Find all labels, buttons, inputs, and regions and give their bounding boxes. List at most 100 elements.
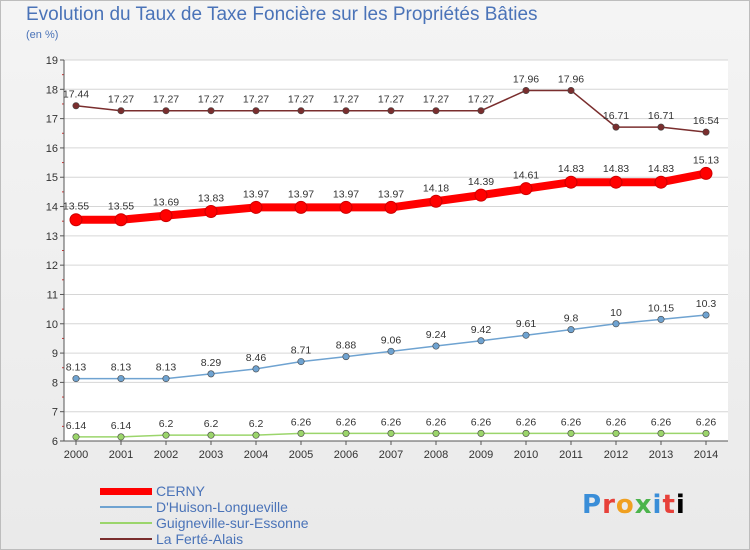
data-label: 8.13: [66, 362, 87, 374]
data-label: 14.61: [513, 170, 539, 182]
data-label: 17.27: [423, 94, 449, 106]
x-tick-label: 2003: [199, 449, 223, 461]
data-point: [657, 123, 665, 131]
x-tick-label: 2005: [289, 449, 313, 461]
data-point: [342, 353, 350, 361]
data-label: 14.18: [423, 182, 449, 194]
legend-label-guigneville: Guigneville-sur-Essonne: [156, 515, 309, 531]
y-tick-label: 11: [47, 289, 58, 301]
data-point: [162, 107, 170, 115]
logo-letter: i: [652, 490, 663, 520]
data-label: 8.46: [246, 352, 267, 364]
data-label: 8.88: [336, 340, 357, 352]
data-label: 17.27: [333, 94, 359, 106]
y-tick-label: 14: [46, 202, 58, 214]
data-point: [69, 213, 83, 227]
legend-label-huison: D'Huison-Longueville: [156, 499, 288, 515]
data-point: [522, 429, 530, 437]
data-label: 13.97: [378, 188, 404, 200]
data-label: 6.26: [561, 416, 582, 428]
data-label: 9.06: [381, 334, 402, 346]
data-point: [432, 342, 440, 350]
y-tick-label: 16: [46, 143, 58, 155]
data-point: [567, 326, 575, 334]
data-label: 8.29: [201, 357, 222, 369]
data-point: [564, 175, 578, 189]
data-label: 17.27: [153, 94, 179, 106]
data-label: 17.27: [243, 94, 269, 106]
data-label: 6.2: [204, 418, 219, 430]
data-label: 10.15: [648, 302, 674, 314]
data-label: 9.8: [564, 313, 579, 325]
data-point: [387, 347, 395, 355]
data-point: [612, 429, 620, 437]
legend-label-cerny: CERNY: [156, 483, 206, 499]
data-label: 6.26: [696, 416, 717, 428]
data-point: [654, 175, 668, 189]
data-label: 6.14: [66, 420, 87, 432]
data-point: [207, 431, 215, 439]
data-point: [297, 429, 305, 437]
data-label: 6.26: [606, 416, 627, 428]
data-point: [159, 209, 173, 223]
data-label: 13.69: [153, 197, 179, 209]
y-tick-label: 6: [52, 436, 58, 448]
data-point: [522, 86, 530, 94]
y-tick-label: 8: [52, 377, 58, 389]
proxiti-logo: Proxiti: [582, 490, 686, 520]
data-point: [384, 200, 398, 214]
data-label: 6.14: [111, 420, 132, 432]
data-point: [252, 431, 260, 439]
data-label: 10: [610, 307, 622, 319]
data-label: 9.24: [426, 329, 447, 341]
data-point: [657, 429, 665, 437]
logo-letter: t: [662, 490, 676, 520]
data-point: [339, 200, 353, 214]
data-label: 14.83: [558, 163, 584, 175]
x-tick-label: 2000: [64, 449, 88, 461]
data-point: [117, 107, 125, 115]
data-label: 8.71: [291, 345, 312, 357]
data-point: [702, 311, 710, 319]
data-point: [522, 331, 530, 339]
data-label: 17.96: [558, 73, 584, 85]
data-point: [72, 433, 80, 441]
y-tick-label: 18: [46, 84, 58, 96]
legend-item-guigneville: Guigneville-sur-Essonne: [100, 515, 309, 531]
x-tick-label: 2010: [514, 449, 538, 461]
data-label: 13.97: [288, 188, 314, 200]
legend-label-ferte: La Ferté-Alais: [156, 531, 244, 547]
data-label: 9.61: [516, 318, 537, 330]
data-label: 13.97: [243, 188, 269, 200]
logo-letter: i: [675, 490, 686, 520]
data-label: 6.26: [336, 416, 357, 428]
y-tick-label: 12: [46, 260, 58, 272]
data-point: [114, 213, 128, 227]
data-point: [612, 320, 620, 328]
y-tick-label: 13: [46, 231, 58, 243]
data-label: 6.26: [426, 416, 447, 428]
x-tick-label: 2014: [694, 449, 718, 461]
data-point: [252, 365, 260, 373]
data-label: 9.42: [471, 324, 492, 336]
data-label: 6.26: [381, 416, 402, 428]
x-tick-label: 2004: [244, 449, 268, 461]
data-point: [162, 431, 170, 439]
data-point: [342, 107, 350, 115]
data-point: [567, 429, 575, 437]
data-label: 6.2: [159, 418, 174, 430]
data-label: 17.27: [198, 94, 224, 106]
x-tick-label: 2001: [109, 449, 133, 461]
data-label: 17.27: [378, 94, 404, 106]
data-label: 6.2: [249, 418, 264, 430]
data-label: 6.26: [516, 416, 537, 428]
data-label: 16.71: [603, 110, 629, 122]
y-tick-label: 7: [52, 407, 58, 419]
logo-letter: r: [602, 490, 616, 520]
data-point: [477, 337, 485, 345]
data-label: 6.26: [651, 416, 672, 428]
data-point: [207, 107, 215, 115]
data-point: [699, 166, 713, 180]
data-label: 13.55: [108, 201, 134, 213]
data-label: 17.27: [288, 94, 314, 106]
